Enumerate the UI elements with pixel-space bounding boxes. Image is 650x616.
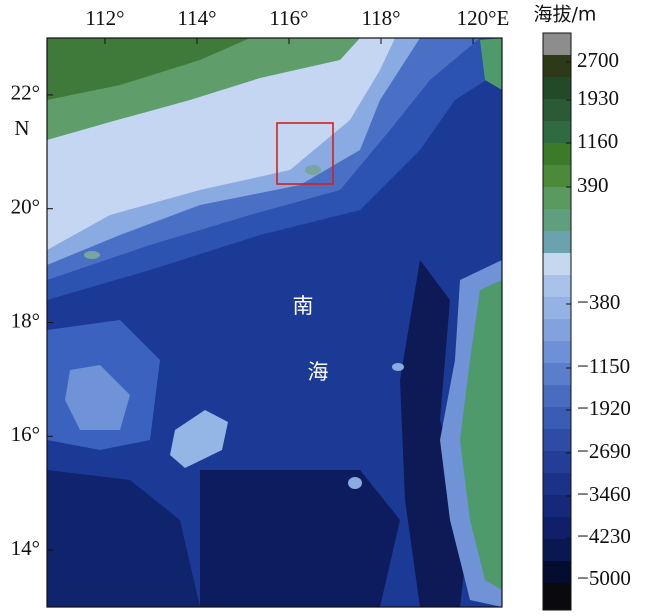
- land: [460, 280, 502, 590]
- colorbar-tick-label: 1160: [577, 129, 618, 153]
- reef: [170, 410, 228, 468]
- island: [305, 165, 321, 175]
- reef: [348, 477, 362, 489]
- colorbar-tick-label: 2700: [577, 48, 619, 72]
- colorbar-tick-label: 1930: [577, 86, 619, 110]
- island: [84, 251, 100, 259]
- abyss: [47, 470, 200, 607]
- abyss: [200, 470, 400, 607]
- sea-label: 南: [293, 294, 314, 318]
- colorbar-tick-label: −4230: [577, 524, 631, 548]
- y-tick-label: 20°: [11, 195, 40, 219]
- y-tick-label: 14°: [11, 536, 40, 560]
- y-tick-label: 16°: [11, 422, 40, 446]
- sea-label: 海: [308, 360, 329, 384]
- colorbar-tick-label: −1150: [577, 354, 630, 378]
- land: [47, 38, 250, 100]
- land: [480, 38, 502, 90]
- x-tick-label: 116°: [269, 6, 308, 30]
- colorbar-tick-label: −2690: [577, 439, 631, 463]
- x-tick-label: 112°: [85, 6, 124, 30]
- colorbar-tick-label: −5000: [577, 566, 631, 590]
- reef: [392, 363, 404, 371]
- map-area: [47, 38, 502, 607]
- colorbar-title: 海拔/m: [534, 4, 597, 26]
- colorbar-tick-label: 390: [577, 173, 609, 197]
- colorbar: [542, 32, 572, 611]
- y-tick-label: 18°: [11, 308, 40, 332]
- colorbar-tick-label: −3460: [577, 482, 631, 506]
- study-area-box: [276, 122, 334, 185]
- y-axis-label: N: [14, 116, 29, 140]
- x-tick-label: 120°E: [457, 6, 510, 30]
- colorbar-tick-label: −380: [577, 290, 620, 314]
- colorbar-tick-label: −1920: [577, 396, 631, 420]
- x-tick-label: 118°: [361, 6, 400, 30]
- x-tick-label: 114°: [177, 6, 216, 30]
- y-tick-label: 22°: [11, 81, 40, 105]
- reef: [65, 365, 130, 430]
